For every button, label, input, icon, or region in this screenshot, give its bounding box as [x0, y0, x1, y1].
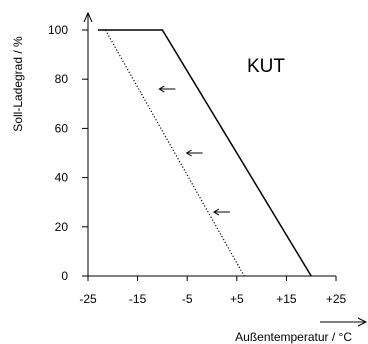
shift-arrow [212, 208, 230, 216]
x-tick-label: +5 [230, 292, 244, 306]
x-tick-label: -25 [79, 292, 97, 306]
y-tick-label: 100 [48, 23, 68, 37]
y-tick-label: 40 [55, 171, 69, 185]
ticks: 0 20 40 60 80 100 -25 -15 -5 +5 +15 +25 [48, 23, 347, 306]
x-tick-label: -5 [182, 292, 193, 306]
x-tick-label: +25 [326, 292, 347, 306]
shift-arrow [185, 149, 203, 157]
series-line-dotted [104, 29, 245, 277]
chart-title: KUT [247, 56, 285, 77]
series-line-solid [97, 29, 312, 277]
y-tick-label: 20 [55, 220, 69, 234]
x-label-arrowhead [357, 317, 368, 327]
axes [83, 11, 368, 327]
y-axis-label: Soll-Ladegrad / % [11, 36, 25, 132]
x-axis-label: Außentemperatur / °C [235, 330, 352, 344]
annotations [158, 85, 230, 216]
y-tick-label: 80 [55, 72, 69, 86]
series [97, 29, 312, 277]
x-tick-label: +15 [276, 292, 297, 306]
y-tick-label: 60 [55, 121, 69, 135]
y-axis-arrowhead [83, 11, 93, 23]
shift-arrow [158, 85, 176, 93]
x-tick-label: -15 [129, 292, 147, 306]
y-tick-label: 0 [61, 269, 68, 283]
